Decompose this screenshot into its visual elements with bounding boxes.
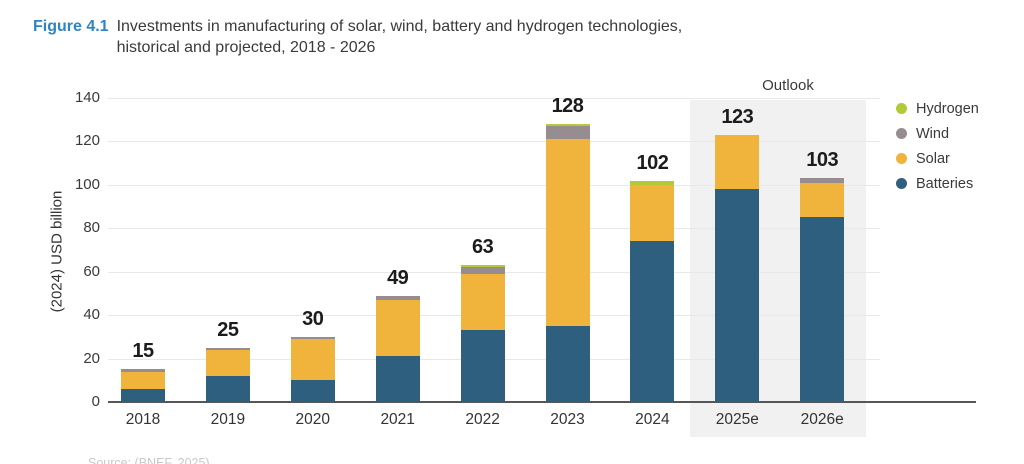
y-tick-label: 40 <box>83 306 100 324</box>
bar-total-label-2022: 63 <box>471 236 494 259</box>
bar-total-label-2023: 128 <box>551 95 584 118</box>
figure-title-line2: historical and projected, 2018 - 2026 <box>116 39 376 56</box>
outlook-label: Outlook <box>762 77 814 94</box>
legend-label-batteries: Batteries <box>916 175 974 192</box>
x-axis-label-2024: 2024 <box>635 411 670 428</box>
y-tick-label: 60 <box>83 262 100 280</box>
x-axis-label-2020: 2020 <box>295 411 331 428</box>
bar-segment-batteries-2021 <box>375 356 420 402</box>
bar-total-label-2024: 102 <box>636 151 669 174</box>
gridline-80 <box>108 228 880 230</box>
y-axis-title: (2024) USD billion <box>48 190 66 313</box>
bar-segment-wind-2018 <box>121 369 165 372</box>
bar-segment-solar-2020 <box>290 339 335 381</box>
gridline-100 <box>108 184 880 186</box>
y-tick-label: 0 <box>91 393 100 410</box>
bar-segment-solar-2024 <box>630 184 675 242</box>
x-axis-label-2026e: 2026e <box>800 411 844 428</box>
x-axis-label-2018: 2018 <box>125 411 161 428</box>
legend-label-solar: Solar <box>916 150 950 167</box>
y-tick-label: 140 <box>74 89 100 106</box>
y-tick-label: 120 <box>74 132 100 150</box>
bar-segment-solar-2022 <box>460 273 505 331</box>
bar-segment-batteries-2020 <box>290 380 335 402</box>
bar-segment-wind-2020 <box>290 336 335 339</box>
bar-total-label-2020: 30 <box>302 307 324 330</box>
x-axis-line <box>108 401 976 403</box>
bar-segment-wind-2023 <box>545 126 590 140</box>
source-note: Source: (BNEF, 2025) <box>88 456 210 464</box>
legend-item-hydrogen: Hydrogen <box>896 96 979 121</box>
bar-total-label-2025e: 123 <box>721 105 754 128</box>
bar-segment-wind-2021 <box>375 295 420 300</box>
bar-segment-wind-2019 <box>205 347 250 350</box>
bar-segment-solar-2018 <box>121 371 165 389</box>
x-axis-label-2021: 2021 <box>380 411 415 428</box>
x-axis-label-2019: 2019 <box>210 411 246 428</box>
y-tick-label: 20 <box>83 349 100 367</box>
legend-item-solar: Solar <box>896 146 979 171</box>
bar-segment-batteries-2023 <box>545 326 590 402</box>
x-axis-label-2025e: 2025e <box>715 411 759 428</box>
legend: Hydrogen Wind Solar Batteries <box>896 96 979 196</box>
bar-segment-hydrogen-2024 <box>630 180 675 185</box>
x-axis-label-2023: 2023 <box>550 411 585 428</box>
hydrogen-swatch-icon <box>896 103 907 114</box>
bar-segment-batteries-2019 <box>205 375 250 402</box>
bar-segment-batteries-2024 <box>630 241 675 402</box>
bar-segment-solar-2019 <box>205 349 250 376</box>
bar-segment-wind-2022 <box>460 267 505 274</box>
bar-total-label-2021: 49 <box>387 266 409 289</box>
bar-total-label-2019: 25 <box>217 318 239 341</box>
bar-segment-batteries-2025e <box>715 189 760 402</box>
legend-label-wind: Wind <box>916 125 950 142</box>
y-tick-label: 100 <box>74 175 100 193</box>
wind-swatch-icon <box>896 128 907 139</box>
bar-total-label-2026e: 103 <box>806 149 839 172</box>
bar-segment-solar-2026e <box>800 182 845 218</box>
figure-title: Figure 4.1 Investments in manufacturing o… <box>33 16 682 58</box>
batteries-swatch-icon <box>896 178 907 189</box>
y-tick-label: 80 <box>83 219 100 237</box>
bar-segment-hydrogen-2022 <box>460 265 505 268</box>
bar-segment-wind-2026e <box>800 178 845 183</box>
solar-swatch-icon <box>896 153 907 164</box>
bar-segment-hydrogen-2023 <box>545 124 590 127</box>
legend-item-wind: Wind <box>896 121 979 146</box>
legend-item-batteries: Batteries <box>896 171 979 196</box>
figure-number-label: Figure 4.1 <box>33 18 109 35</box>
bar-total-label-2018: 15 <box>132 340 154 363</box>
gridline-140 <box>108 98 880 99</box>
bar-segment-batteries-2026e <box>800 217 845 402</box>
legend-label-hydrogen: Hydrogen <box>916 100 979 117</box>
bar-segment-solar-2021 <box>375 299 420 357</box>
bar-segment-solar-2023 <box>545 139 590 326</box>
figure-title-line1: Investments in manufacturing of solar, w… <box>116 18 683 35</box>
bar-segment-batteries-2018 <box>121 388 165 402</box>
bar-segment-batteries-2022 <box>460 330 505 402</box>
bar-segment-solar-2025e <box>715 134 760 190</box>
x-axis-label-2022: 2022 <box>465 411 500 428</box>
gridline-120 <box>108 141 880 143</box>
